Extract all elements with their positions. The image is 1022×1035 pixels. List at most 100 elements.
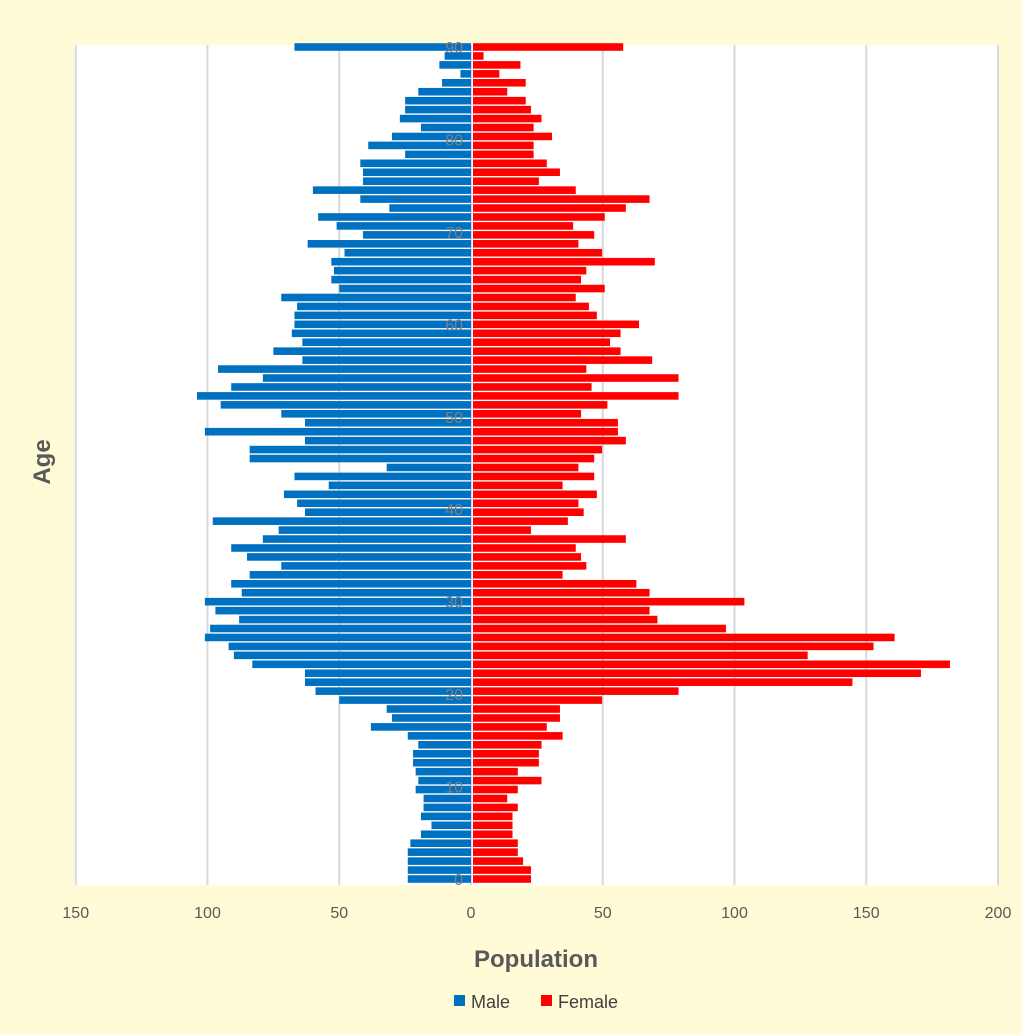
bar-female <box>473 338 611 347</box>
bar-male <box>215 606 471 615</box>
bar-male <box>231 544 471 552</box>
bar-female <box>473 365 587 373</box>
x-tick-label: 100 <box>721 905 748 922</box>
bar-male <box>362 177 471 185</box>
bar-male <box>420 123 471 132</box>
age-tick-label: 80 <box>445 132 463 149</box>
bar-male <box>204 633 472 642</box>
bar-male <box>431 821 471 830</box>
bar-male <box>344 248 471 257</box>
x-tick-label: 150 <box>62 905 89 922</box>
bar-female <box>473 204 626 212</box>
bar-female <box>473 499 579 508</box>
bar-female <box>473 463 579 472</box>
age-tick-label: 40 <box>445 502 463 519</box>
bars <box>196 43 950 883</box>
bar-male <box>302 356 471 364</box>
bar-male <box>291 329 471 338</box>
bar-male <box>262 374 471 382</box>
bar-female <box>473 329 621 338</box>
bar-male <box>460 70 471 78</box>
bar-female <box>473 222 574 230</box>
bar-female <box>473 660 950 669</box>
bar-male <box>262 535 471 543</box>
bar-male <box>196 392 471 400</box>
bar-male <box>405 150 471 159</box>
bar-female <box>473 150 534 159</box>
bar-male <box>405 105 471 114</box>
bar-female <box>473 61 521 69</box>
bar-female <box>473 651 808 660</box>
x-tick-label: 100 <box>194 905 221 922</box>
bar-male <box>297 499 471 508</box>
bar-female <box>473 70 500 78</box>
bar-male <box>368 141 471 150</box>
bar-female <box>473 696 603 704</box>
x-tick-label: 50 <box>594 905 612 922</box>
bar-female <box>473 257 655 266</box>
bar-male <box>391 132 471 141</box>
bar-male <box>420 812 471 821</box>
bar-female <box>473 374 679 382</box>
bar-female <box>473 383 592 391</box>
bar-male <box>220 401 471 409</box>
age-tick-label: 10 <box>445 780 463 797</box>
bar-male <box>407 848 471 856</box>
bar-male <box>315 687 471 695</box>
age-tick-labels: 0 10 20 30 40 50 60 70 80 90 <box>445 40 463 889</box>
bar-male <box>304 436 471 445</box>
age-tick-label: 30 <box>445 595 463 612</box>
bar-female <box>473 347 621 355</box>
bar-male <box>297 302 471 311</box>
bar-female <box>473 588 650 597</box>
bar-female <box>473 105 531 114</box>
age-tick-label: 70 <box>445 225 463 242</box>
bar-male <box>281 562 471 570</box>
legend: Male Female <box>454 992 618 1012</box>
bar-male <box>318 213 471 221</box>
bar-male <box>410 839 471 848</box>
bar-female <box>473 830 513 839</box>
bar-female <box>473 320 640 329</box>
bar-female <box>473 642 874 651</box>
bar-female <box>473 410 582 418</box>
bar-female <box>473 812 513 821</box>
bar-male <box>249 445 471 454</box>
bar-female <box>473 168 560 177</box>
bar-female <box>473 553 582 561</box>
bar-female <box>473 758 539 767</box>
bar-male <box>252 660 471 669</box>
bar-female <box>473 875 531 883</box>
bar-female <box>473 508 584 516</box>
bar-female <box>473 839 518 848</box>
bar-male <box>413 749 471 758</box>
age-tick-label: 90 <box>445 40 463 57</box>
bar-female <box>473 454 595 463</box>
bar-male <box>249 454 471 463</box>
bar-female <box>473 732 563 740</box>
bar-male <box>247 553 471 561</box>
legend-male-swatch <box>454 995 465 1006</box>
bar-female <box>473 231 595 239</box>
bar-female <box>473 43 624 51</box>
bar-male <box>304 508 471 516</box>
bar-female <box>473 794 508 803</box>
bar-male <box>362 231 471 239</box>
bar-male <box>386 463 471 472</box>
bar-female <box>473 472 595 481</box>
bar-male <box>294 311 471 320</box>
bar-female <box>473 52 484 60</box>
bar-female <box>473 866 531 874</box>
bar-female <box>473 248 603 257</box>
bar-female <box>473 597 745 606</box>
bar-female <box>473 490 597 499</box>
bar-male <box>423 794 471 803</box>
bar-male <box>312 186 471 194</box>
age-tick-label: 20 <box>445 687 463 704</box>
bar-female <box>473 284 605 293</box>
bar-female <box>473 481 563 490</box>
x-axis-title: Population <box>474 946 598 973</box>
age-tick-label: 0 <box>454 872 463 889</box>
bar-male <box>415 785 471 794</box>
